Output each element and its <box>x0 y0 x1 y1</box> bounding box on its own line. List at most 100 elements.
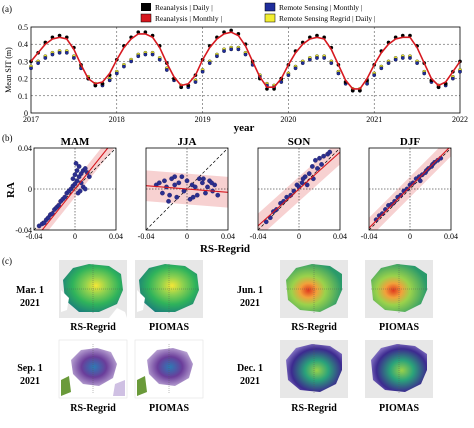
x-tick-label: 0.04 <box>221 232 235 241</box>
x-tick-label: 2022 <box>452 115 468 124</box>
series-point <box>36 61 40 65</box>
series-point <box>408 56 412 60</box>
series-point <box>236 47 241 52</box>
scatter-point <box>304 182 310 188</box>
series-point <box>329 61 334 65</box>
scatter-frame <box>257 147 341 231</box>
series-point <box>386 61 391 65</box>
map-label-piomas: PIOMAS <box>149 403 189 414</box>
x-tick-label: 0.04 <box>109 232 123 241</box>
panel-b-label: (b) <box>2 133 13 143</box>
y-tick-label: 0.2 <box>18 75 28 84</box>
legend: Reanalysis | Daily | Remote Sensing | Mo… <box>140 2 376 23</box>
series-point <box>300 61 305 65</box>
panel-c-label: (c) <box>2 256 12 266</box>
x-tick-label: 2019 <box>195 115 211 124</box>
map-rs-regrid-sep <box>58 339 128 399</box>
fit-line <box>369 148 450 229</box>
scatter-point <box>215 192 221 198</box>
map-label-rs-regrid: RS-Regrid <box>291 403 337 414</box>
y-tick-label: 0.04 <box>18 144 32 153</box>
map-rs-regrid-mar <box>59 260 127 318</box>
panel-a-label: (a) <box>2 4 12 14</box>
series-point <box>72 56 76 60</box>
scatter-point <box>190 194 196 200</box>
x-tick-label: 0 <box>73 232 77 241</box>
series-point <box>200 69 205 74</box>
series-point <box>57 50 62 55</box>
map-label-piomas: PIOMAS <box>379 403 419 414</box>
map-piomas-sep <box>134 339 204 399</box>
series-point <box>64 50 69 55</box>
scatter-point <box>160 190 165 196</box>
scatter-point <box>167 192 172 198</box>
legend-label-reanalysis-monthly: Reanalysis | Monthly | <box>155 14 222 23</box>
scatter-plot-area <box>146 148 228 230</box>
y-tick-label: 0 <box>24 109 28 118</box>
map-label-piomas: PIOMAS <box>379 322 419 333</box>
scatter-point <box>306 171 312 176</box>
series-point <box>207 61 212 65</box>
x-tick-label: 0 <box>408 232 412 241</box>
series-point <box>215 54 219 59</box>
scatter-point <box>321 153 326 159</box>
scatter-point <box>72 172 78 177</box>
x-tick-label: 2020 <box>280 115 296 124</box>
legend-label-reanalysis-daily: Reanalysis | Daily | <box>155 3 213 12</box>
scatter-point <box>176 180 182 186</box>
map-piomas-jun <box>365 260 433 318</box>
x-tick-label: 2018 <box>109 115 125 124</box>
scatter-point <box>300 176 306 182</box>
scatter-point <box>319 162 324 167</box>
line-plot-ticks: 0 0.1 0.2 0.3 0.4 0.5 2017 2018 2019 2020 2021 2022 <box>18 23 468 124</box>
map-piomas-mar <box>135 260 203 318</box>
line-plot-series <box>29 28 462 93</box>
scatter-point <box>162 178 167 184</box>
scatter-point <box>315 166 320 171</box>
series-point <box>193 80 198 84</box>
scatter-point <box>288 192 294 198</box>
scatter-plot-area <box>258 148 340 230</box>
scatter-point <box>181 188 187 194</box>
series-point <box>50 52 55 57</box>
line-plot-ylabel: Mean SIT (m) <box>4 47 13 93</box>
scatter-point <box>62 194 68 200</box>
y-tick-label: 0.4 <box>18 40 28 49</box>
scatter-title: DJF <box>400 136 420 148</box>
y-tick-label: 0.3 <box>18 57 28 66</box>
series-point <box>365 81 369 86</box>
scatter-point <box>74 178 80 184</box>
scatter-point <box>196 176 202 182</box>
x-tick-label: -0.04 <box>361 232 378 241</box>
series-point <box>458 69 462 74</box>
map-label-piomas: PIOMAS <box>149 322 189 333</box>
series-point <box>164 68 169 72</box>
scatter-panel-djf: DJF -0.04 0 0.04 <box>361 136 458 241</box>
scatter-point <box>73 161 79 166</box>
map-date-line1: Dec. 1 <box>237 363 263 374</box>
series-point <box>293 66 298 71</box>
scatter-point <box>203 190 208 196</box>
scatter-point <box>166 198 171 204</box>
map-rs-regrid-dec <box>280 340 348 398</box>
scatter-point <box>172 182 178 188</box>
scatter-panel-son: SON -0.04 0 0.04 <box>250 136 347 241</box>
scatter-point <box>156 180 162 186</box>
scatter-point <box>174 194 180 200</box>
series-point <box>315 56 319 60</box>
series-point <box>379 66 384 71</box>
scatter-panel-mam: MAM -0.04 0 0.04 -0.04 0 0.04 <box>15 136 123 241</box>
legend-swatch-remote-sensing-regrid-daily <box>264 13 276 23</box>
scatter-point <box>70 176 76 182</box>
map-date-line1: Sep. 1 <box>17 363 43 374</box>
legend-swatch-reanalysis-daily <box>141 3 151 11</box>
series-point <box>400 56 405 60</box>
map-date-line2: 2021 <box>240 376 260 387</box>
map-date-line1: Jun. 1 <box>237 285 263 296</box>
scatter-point <box>56 203 61 208</box>
series-point <box>372 73 377 78</box>
x-tick-label: 2017 <box>23 115 39 124</box>
y-tick-label: 0.5 <box>18 23 28 32</box>
scatter-plot-area <box>34 148 116 230</box>
